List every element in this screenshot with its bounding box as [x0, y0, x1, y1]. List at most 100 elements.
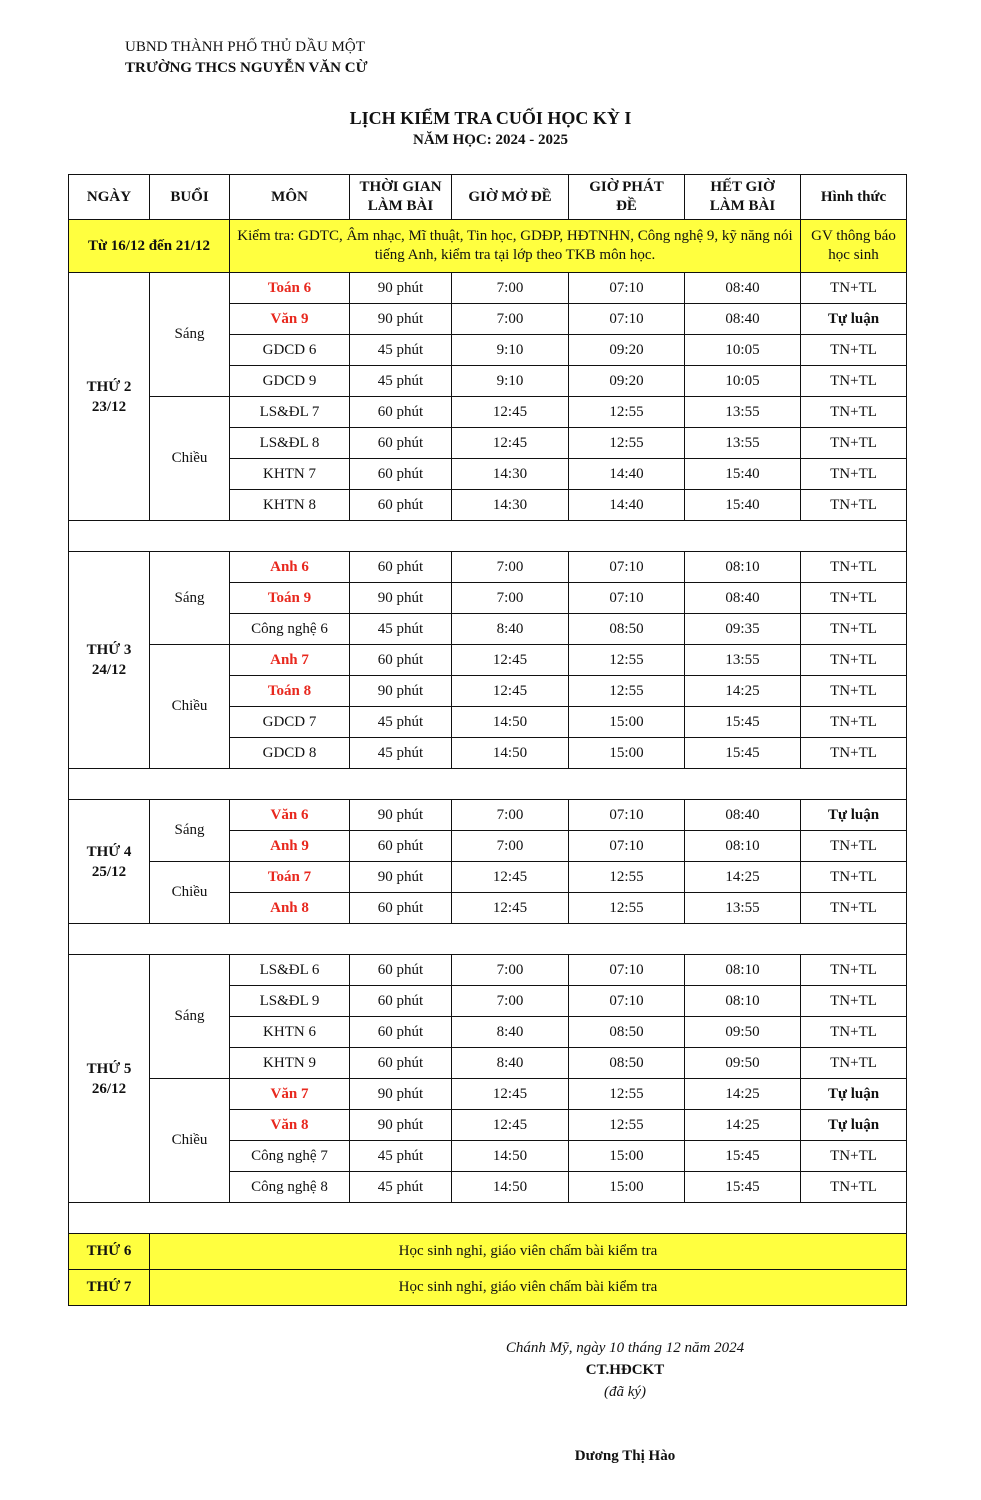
open-time-cell: 12:45 [451, 427, 569, 459]
end-time-cell: 14:25 [684, 675, 801, 707]
subject-cell: LS&ĐL 9 [229, 985, 350, 1017]
open-time-cell: 8:40 [451, 613, 569, 645]
pre-exam-date: Từ 16/12 đến 21/12 [68, 219, 230, 273]
org-line1: UBND THÀNH PHỐ THỦ DẦU MỘT [125, 39, 365, 55]
open-time-cell: 14:30 [451, 489, 569, 521]
table-row: Chiều Anh 7 60 phút 12:45 12:55 13:55 TN+TL [69, 644, 907, 769]
open-time-cell: 14:50 [451, 706, 569, 738]
end-time-cell: 08:40 [684, 799, 801, 831]
schedule-table: NGÀY BUỔI MÔN THỜI GIAN LÀM BÀI GIỜ MỞ ĐỀ GIỜ … [68, 174, 907, 1306]
form-cell: TN+TL [800, 334, 907, 366]
distribute-time-cell: 12:55 [568, 892, 685, 924]
blank-cell [68, 768, 907, 800]
duration-cell: 45 phút [349, 1171, 452, 1203]
subject-cell: KHTN 7 [229, 458, 350, 490]
column-header: GIỜ MỞ ĐỀ [451, 174, 569, 220]
distribute-time-cell: 12:55 [568, 396, 685, 428]
distribute-time-cell: 08:50 [568, 1047, 685, 1079]
duration-cell: 45 phút [349, 706, 452, 738]
distribute-time-cell: 12:55 [568, 1109, 685, 1141]
table-row: THỨ 5 26/12 Sáng LS&ĐL 6 60 phút 7:00 07:10 08:… [68, 954, 907, 1203]
end-time-cell: 09:35 [684, 613, 801, 645]
form-cell: TN+TL [800, 489, 907, 521]
subject-cell: Văn 6 [229, 799, 350, 831]
duration-cell: 60 phút [349, 892, 452, 924]
end-time-cell: 13:55 [684, 427, 801, 459]
duration-cell: 45 phút [349, 365, 452, 397]
open-time-cell: 7:00 [451, 830, 569, 862]
session-cell: Sáng [149, 954, 230, 1079]
duration-cell: 90 phút [349, 1109, 452, 1141]
duration-cell: 60 phút [349, 1016, 452, 1048]
duration-cell: 60 phút [349, 396, 452, 428]
end-time-cell: 08:40 [684, 582, 801, 614]
open-time-cell: 12:45 [451, 675, 569, 707]
distribute-time-cell: 12:55 [568, 1078, 685, 1110]
subject-cell: Toán 9 [229, 582, 350, 614]
form-cell: TN+TL [800, 551, 907, 583]
day-date: 26/12 [91, 1080, 127, 1097]
table-row: Anh 8 60 phút 12:45 12:55 13:55 TN+TL [69, 892, 907, 924]
duration-cell: 45 phút [349, 737, 452, 769]
end-time-cell: 13:55 [684, 396, 801, 428]
rest-day-row: THỨ 7 Học sinh nghỉ, giáo viên chấm bài k… [68, 1269, 907, 1306]
column-header: NGÀY [68, 174, 150, 220]
pre-exam-form: GV thông báo học sinh [800, 219, 907, 273]
open-time-cell: 7:00 [451, 582, 569, 614]
distribute-time-cell: 15:00 [568, 706, 685, 738]
end-time-cell: 15:45 [684, 706, 801, 738]
session-cell: Chiều [149, 644, 230, 769]
blank-cell [68, 923, 907, 955]
open-time-cell: 7:00 [451, 954, 569, 986]
open-time-cell: 14:50 [451, 737, 569, 769]
open-time-cell: 12:45 [451, 644, 569, 676]
end-time-cell: 09:50 [684, 1016, 801, 1048]
duration-cell: 90 phút [349, 272, 452, 304]
pre-exam-note: Kiểm tra: GDTC, Âm nhạc, Mĩ thuật, Tin h… [229, 219, 801, 273]
subject-cell: Văn 8 [229, 1109, 350, 1141]
open-time-cell: 14:30 [451, 458, 569, 490]
distribute-time-cell: 12:55 [568, 644, 685, 676]
table-row: Chiều LS&ĐL 7 60 phút 12:45 12:55 13:55 TN+TL [69, 396, 907, 521]
place-date: Chánh Mỹ, ngày 10 tháng 12 năm 2024 [505, 1340, 745, 1356]
subject-cell: KHTN 9 [229, 1047, 350, 1079]
duration-cell: 60 phút [349, 1047, 452, 1079]
table-row: Anh 9 60 phút 7:00 07:10 08:10 TN+TL [69, 830, 907, 862]
table-row: LS&ĐL 9 60 phút 7:00 07:10 08:10 TN+TL [69, 985, 907, 1017]
form-cell: TN+TL [800, 737, 907, 769]
duration-cell: 90 phút [349, 303, 452, 335]
column-header: THỜI GIAN LÀM BÀI [349, 174, 452, 220]
distribute-time-cell: 07:10 [568, 830, 685, 862]
open-time-cell: 14:50 [451, 1171, 569, 1203]
table-row: THỨ 4 25/12 Sáng Văn 6 90 phút 7:00 07:10 08:40… [68, 799, 907, 924]
end-time-cell: 10:05 [684, 365, 801, 397]
distribute-time-cell: 15:00 [568, 1171, 685, 1203]
subject-cell: GDCD 9 [229, 365, 350, 397]
table-row: GDCD 7 45 phút 14:50 15:00 15:45 TN+TL [69, 706, 907, 738]
subject-cell: KHTN 6 [229, 1016, 350, 1048]
blank-row [68, 768, 907, 800]
signed-note: (đã ký) [603, 1384, 647, 1400]
form-cell: TN+TL [800, 985, 907, 1017]
open-time-cell: 12:45 [451, 892, 569, 924]
open-time-cell: 12:45 [451, 861, 569, 893]
end-time-cell: 15:45 [684, 1140, 801, 1172]
form-cell: TN+TL [800, 1171, 907, 1203]
pre-exam-row: Từ 16/12 đến 21/12 Kiểm tra: GDTC, Âm nh… [68, 219, 907, 273]
distribute-time-cell: 14:40 [568, 458, 685, 490]
distribute-time-cell: 12:55 [568, 861, 685, 893]
distribute-time-cell: 07:10 [568, 985, 685, 1017]
form-cell: Tự luận [800, 1078, 907, 1110]
duration-cell: 90 phút [349, 675, 452, 707]
distribute-time-cell: 07:10 [568, 954, 685, 986]
open-time-cell: 7:00 [451, 985, 569, 1017]
open-time-cell: 7:00 [451, 272, 569, 304]
session-cell: Chiều [149, 861, 230, 924]
distribute-time-cell: 09:20 [568, 334, 685, 366]
session-cell: Sáng [149, 272, 230, 397]
duration-cell: 60 phút [349, 985, 452, 1017]
open-time-cell: 8:40 [451, 1016, 569, 1048]
end-time-cell: 14:25 [684, 1109, 801, 1141]
subject-cell: Anh 6 [229, 551, 350, 583]
